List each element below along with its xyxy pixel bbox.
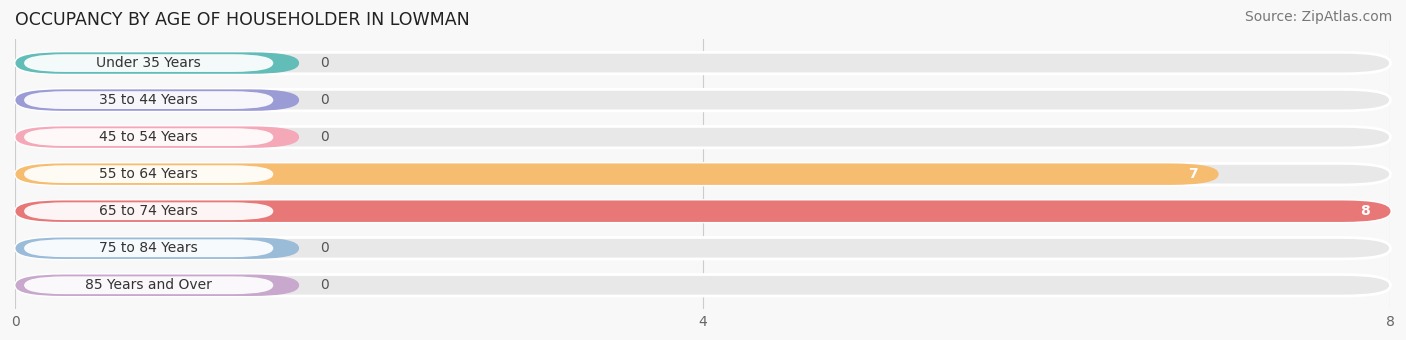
FancyBboxPatch shape <box>24 202 273 220</box>
Text: Source: ZipAtlas.com: Source: ZipAtlas.com <box>1244 10 1392 24</box>
FancyBboxPatch shape <box>15 164 1219 185</box>
Text: 35 to 44 Years: 35 to 44 Years <box>100 93 198 107</box>
FancyBboxPatch shape <box>24 128 273 146</box>
Text: 85 Years and Over: 85 Years and Over <box>86 278 212 292</box>
Text: 0: 0 <box>319 130 329 144</box>
Text: 55 to 64 Years: 55 to 64 Years <box>100 167 198 181</box>
Text: 0: 0 <box>319 56 329 70</box>
FancyBboxPatch shape <box>15 126 299 148</box>
Text: 65 to 74 Years: 65 to 74 Years <box>100 204 198 218</box>
FancyBboxPatch shape <box>15 89 1391 111</box>
FancyBboxPatch shape <box>24 276 273 294</box>
FancyBboxPatch shape <box>15 164 1391 185</box>
FancyBboxPatch shape <box>15 126 1391 148</box>
Text: 8: 8 <box>1360 204 1369 218</box>
FancyBboxPatch shape <box>24 91 273 109</box>
Text: 0: 0 <box>319 278 329 292</box>
FancyBboxPatch shape <box>24 54 273 72</box>
Text: 0: 0 <box>319 93 329 107</box>
FancyBboxPatch shape <box>15 238 299 259</box>
FancyBboxPatch shape <box>15 52 299 74</box>
FancyBboxPatch shape <box>24 165 273 183</box>
FancyBboxPatch shape <box>15 274 1391 296</box>
FancyBboxPatch shape <box>15 52 1391 74</box>
Text: Under 35 Years: Under 35 Years <box>96 56 201 70</box>
Text: 75 to 84 Years: 75 to 84 Years <box>100 241 198 255</box>
Text: 7: 7 <box>1188 167 1198 181</box>
FancyBboxPatch shape <box>15 238 1391 259</box>
FancyBboxPatch shape <box>15 89 299 111</box>
Text: 0: 0 <box>319 241 329 255</box>
Text: 45 to 54 Years: 45 to 54 Years <box>100 130 198 144</box>
Text: OCCUPANCY BY AGE OF HOUSEHOLDER IN LOWMAN: OCCUPANCY BY AGE OF HOUSEHOLDER IN LOWMA… <box>15 11 470 29</box>
FancyBboxPatch shape <box>15 201 1391 222</box>
FancyBboxPatch shape <box>24 239 273 257</box>
FancyBboxPatch shape <box>15 274 299 296</box>
FancyBboxPatch shape <box>15 201 1391 222</box>
